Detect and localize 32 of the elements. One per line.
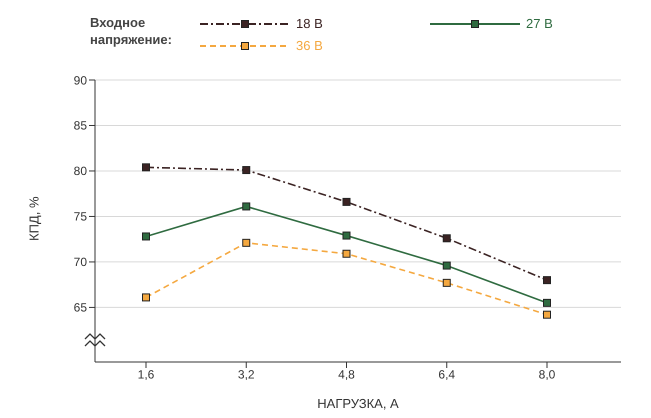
point — [142, 163, 150, 172]
x-tick-label: 4,8 — [338, 368, 356, 382]
point — [442, 262, 451, 270]
x-tick-label: 6,4 — [438, 368, 456, 382]
text: 27 В — [526, 16, 553, 31]
point — [543, 276, 551, 284]
x-tick-label: 1,6 — [138, 368, 155, 382]
point — [242, 238, 250, 247]
point — [342, 198, 350, 206]
point — [342, 232, 350, 240]
legend-title: Входное напряжение: — [90, 14, 173, 48]
point — [242, 166, 250, 174]
point — [442, 278, 451, 287]
y-tick-label: 75 — [74, 210, 88, 224]
y-tick-label: 70 — [74, 255, 88, 270]
y-axis-title: КПД, % — [26, 196, 42, 241]
y-tick-label: 90 — [74, 73, 88, 88]
y-tick-label: 80 — [74, 164, 88, 178]
point — [142, 293, 150, 302]
point — [442, 234, 451, 242]
text: 36 В — [296, 38, 323, 53]
point — [242, 202, 250, 210]
text: 18 В — [296, 16, 323, 31]
point — [342, 250, 350, 258]
point — [543, 298, 551, 307]
point — [142, 232, 150, 240]
x-tick-label: 8,0 — [538, 368, 556, 382]
point — [543, 310, 551, 319]
y-tick-label: 65 — [74, 300, 88, 315]
x-tick-label: 3,2 — [238, 368, 255, 382]
y-tick-label: 85 — [74, 118, 88, 133]
x-axis-title: НАГРУЗКА, А — [317, 396, 400, 411]
